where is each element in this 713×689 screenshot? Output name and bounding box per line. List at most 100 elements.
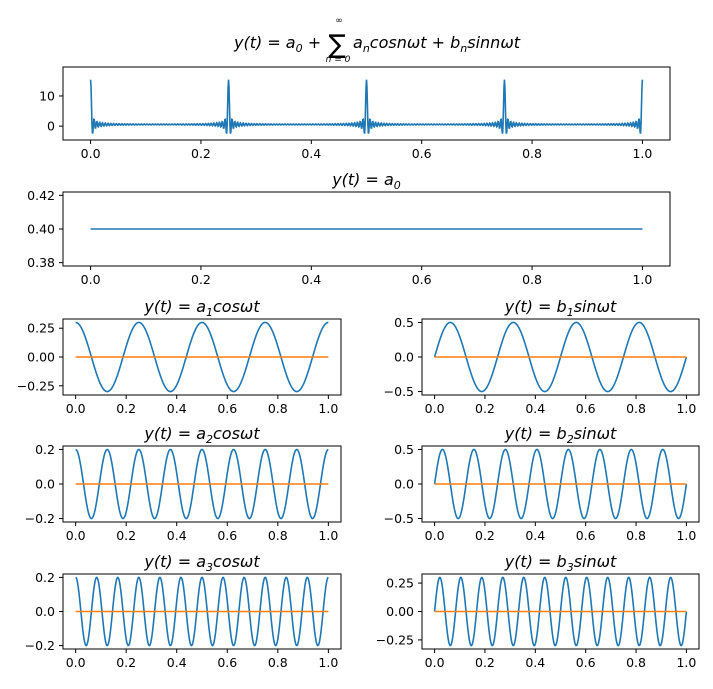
title-lhs: y(t) = a [233,33,296,52]
x-tick-label-a2-1: 0.2 [116,528,136,543]
subplot-title-a3: y(t) = a3cosωt [143,552,260,574]
title-sum-bottom: n = 0 [326,55,351,65]
x-tick-label-a2-2: 0.4 [167,528,187,543]
x-tick-label-a2-3: 0.6 [217,528,237,543]
y-tick-label-a2-2: 0.2 [35,442,55,457]
subplot-title-b2: y(t) = b2sinωt [504,424,617,446]
x-tick-label-a3-2: 0.4 [167,655,187,670]
x-tick-label-a3-0: 0.0 [66,655,86,670]
figure-title: y(t) = a0 + ∑ ∞ n = 0 ancosnωt + bnsinnω… [233,16,521,65]
y-tick-label-b2-0: −0.5 [384,511,414,526]
x-tick-label-a0-4: 0.8 [522,272,542,287]
y-tick-label-a0-0: 0.38 [27,255,55,270]
x-tick-label-b3-2: 0.4 [525,655,545,670]
svg-text:ancosnωt + bnsinnωt: ancosnωt + bnsinnωt [353,33,521,55]
y-tick-label-b1-0: −0.5 [384,384,414,399]
y-tick-label-a1-2: 0.25 [27,321,55,336]
y-tick-label-b1-1: 0.0 [394,350,414,365]
subplot-a1: 0.0 0.2 0.4 0.6 0.8 1.0 −0.25 0.00 0.25 y(t) = a1… [17,297,342,416]
y-tick-label-a3-0: −0.2 [25,638,55,653]
x-tick-label-b1-3: 0.6 [576,401,596,416]
x-tick-label-b2-3: 0.6 [576,528,596,543]
subplot-title-a1: y(t) = a1cosωt [143,297,260,319]
x-tick-label-a2-4: 0.8 [268,528,288,543]
x-tick-label-sum-2: 0.4 [301,146,321,161]
x-tick-label-a3-1: 0.2 [116,655,136,670]
x-tick-label-b3-5: 1.0 [676,655,696,670]
x-tick-label-a3-3: 0.6 [217,655,237,670]
x-tick-label-a3-5: 1.0 [318,655,338,670]
x-tick-label-a0-0: 0.0 [81,272,101,287]
title-term1: a [353,33,363,52]
series-line-a2-0 [75,448,329,520]
y-tick-label-b3-1: 0.00 [386,604,414,619]
y-tick-label-b3-0: −0.25 [376,632,414,647]
x-tick-label-b3-1: 0.2 [475,655,495,670]
series-line-a1-0 [75,321,329,393]
x-tick-label-b3-4: 0.8 [626,655,646,670]
y-tick-label-a1-1: 0.00 [27,350,55,365]
x-tick-label-b2-5: 1.0 [676,528,696,543]
y-tick-label-a1-0: −0.25 [17,378,55,393]
subplot-a3: 0.0 0.2 0.4 0.6 0.8 1.0 −0.2 0.0 0.2 y(t) = a3cos… [25,552,342,670]
y-tick-label-sum-1: 10 [39,88,55,103]
subplot-a0: 0.0 0.2 0.4 0.6 0.8 1.0 0.38 0.40 0.42 y(t) = a0 [27,170,671,287]
x-tick-label-a0-2: 0.4 [301,272,321,287]
subplot-a2: 0.0 0.2 0.4 0.6 0.8 1.0 −0.2 0.0 0.2 y(t) = a2cos… [25,424,342,543]
x-tick-label-a1-5: 1.0 [318,401,338,416]
x-tick-label-b2-0: 0.0 [425,528,445,543]
axes-frame-sum [62,66,671,141]
x-tick-label-b2-4: 0.8 [626,528,646,543]
x-tick-label-a1-1: 0.2 [116,401,136,416]
subplot-sum: 0.0 0.2 0.4 0.6 0.8 1.0 0 10 [39,66,671,161]
x-tick-label-a1-4: 0.8 [268,401,288,416]
x-tick-label-a1-0: 0.0 [66,401,86,416]
y-tick-label-a0-1: 0.40 [27,222,55,237]
y-tick-label-a3-2: 0.2 [35,570,55,585]
y-tick-label-sum-0: 0 [47,119,55,134]
y-tick-label-a0-2: 0.42 [27,188,55,203]
x-tick-label-b2-1: 0.2 [475,528,495,543]
title-sum-sign: ∑ [328,30,346,60]
svg-text:y(t) = a0 +: y(t) = a0 + [233,33,321,55]
x-tick-label-sum-0: 0.0 [81,146,101,161]
y-tick-label-b2-1: 0.0 [394,477,414,492]
subplot-b3: 0.0 0.2 0.4 0.6 0.8 1.0 −0.25 0.00 0.25 y(t) = b3… [376,552,700,670]
y-tick-label-b1-2: 0.5 [394,315,414,330]
x-tick-label-a0-5: 1.0 [632,272,652,287]
subplot-title-a2: y(t) = a2cosωt [143,424,260,446]
x-tick-label-sum-5: 1.0 [632,146,652,161]
x-tick-label-b1-0: 0.0 [425,401,445,416]
title-plus: + [303,33,322,52]
subplot-b2: 0.0 0.2 0.4 0.6 0.8 1.0 −0.5 0.0 0.5 y(t) = b2sin… [384,424,700,543]
y-tick-label-a3-1: 0.0 [35,604,55,619]
subplot-title-b1: y(t) = b1sinωt [504,297,617,319]
subplot-title-a0: y(t) = a0 [331,170,401,192]
x-tick-label-b1-5: 1.0 [676,401,696,416]
x-tick-label-sum-3: 0.6 [412,146,432,161]
x-tick-label-a1-3: 0.6 [217,401,237,416]
title-term2-sub: n [460,42,467,55]
x-tick-label-b1-2: 0.4 [525,401,545,416]
x-tick-label-b3-3: 0.6 [576,655,596,670]
x-tick-label-a0-3: 0.6 [412,272,432,287]
subplot-title-b3: y(t) = b3sinωt [504,552,617,574]
x-tick-label-a3-4: 0.8 [268,655,288,670]
subplot-b1: 0.0 0.2 0.4 0.6 0.8 1.0 −0.5 0.0 0.5 y(t) = b1sin… [384,297,700,416]
x-tick-label-sum-1: 0.2 [191,146,211,161]
x-tick-label-b1-1: 0.2 [475,401,495,416]
x-tick-label-sum-4: 0.8 [522,146,542,161]
x-tick-label-b2-2: 0.4 [525,528,545,543]
x-tick-label-a2-0: 0.0 [66,528,86,543]
y-tick-label-a2-0: −0.2 [25,511,55,526]
x-tick-label-a1-2: 0.4 [167,401,187,416]
title-lhs-sub: 0 [296,42,303,55]
x-tick-label-a2-5: 1.0 [318,528,338,543]
x-tick-label-b3-0: 0.0 [425,655,445,670]
x-tick-label-a0-1: 0.2 [191,272,211,287]
title-term1-rest: cosnωt + b [370,33,460,52]
title-term1-sub: n [363,42,370,55]
y-tick-label-b3-2: 0.25 [386,576,414,591]
y-tick-label-b2-2: 0.5 [394,442,414,457]
